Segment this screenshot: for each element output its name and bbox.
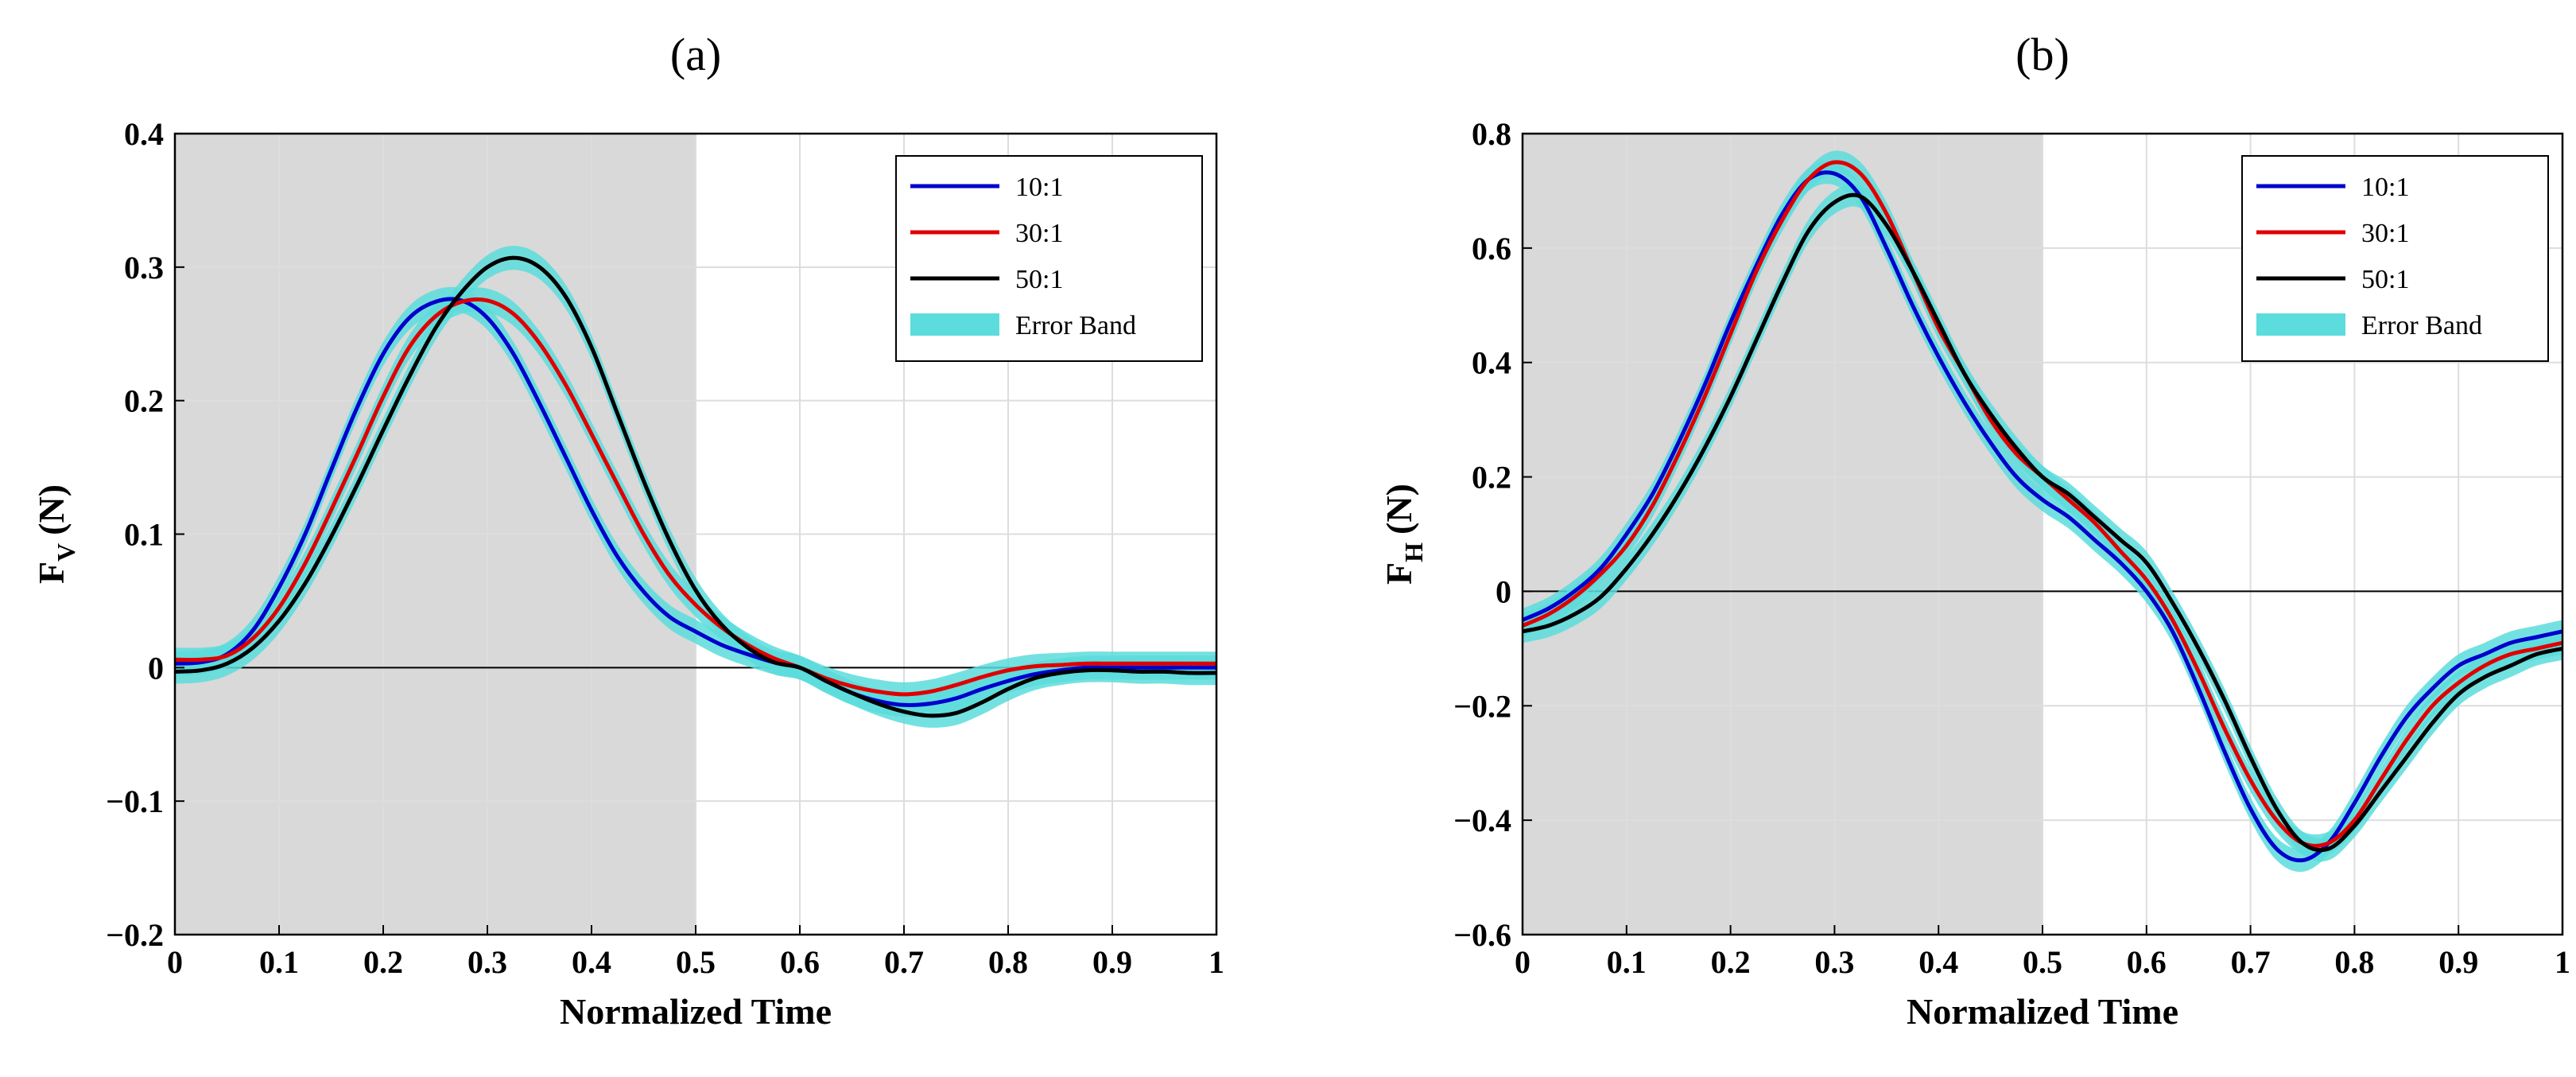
panel-a-legend-label-1: 30:1 (1015, 219, 1063, 248)
panel-a-xtick-label-3: 0.3 (467, 944, 507, 980)
panel-a-ylabel-subscript: V (52, 543, 80, 562)
panel-b-ylabel-main: F (1379, 562, 1419, 585)
panel-b-xtick-label-10: 1 (2555, 944, 2570, 980)
panel-b-ylabel: FH (N) (1379, 484, 1428, 585)
panel-b-shaded-region (1523, 134, 2043, 935)
panel-a-xtick-label-4: 0.4 (572, 944, 611, 980)
panel-a-ytick-label-6: 0.4 (124, 116, 164, 152)
panel-b-xtick-label-9: 0.9 (2438, 944, 2478, 980)
panel-a-xlabel: Normalized Time (560, 991, 832, 1032)
panel-b-ytick-label-6: 0.6 (1472, 231, 1511, 266)
panel-b-xtick-label-4: 0.4 (1918, 944, 1958, 980)
panel-a-ytick-label-4: 0.2 (124, 383, 164, 419)
panel-a-ylabel-main: F (31, 562, 72, 584)
panel-a-xtick-label-6: 0.6 (780, 944, 820, 980)
panel-b-ylabel-subscript: H (1399, 542, 1428, 562)
panel-b-xtick-label-8: 0.8 (2334, 944, 2374, 980)
panel-b-xtick-label-3: 0.3 (1814, 944, 1854, 980)
panel-b-legend-label-1: 30:1 (2361, 219, 2409, 248)
panel-a-xtick-label-8: 0.8 (988, 944, 1028, 980)
panel-a-legend: 10:1 30:1 50:1 Error Band (895, 155, 1203, 362)
panel-a-ytick-label-5: 0.3 (124, 250, 164, 286)
panel-b-series-line-50-1 (1522, 192, 2563, 853)
panel-b-ytick-label-2: −0.2 (1453, 688, 1511, 724)
panel-a-legend-swatch-3 (910, 313, 999, 336)
panel-a-ylabel: FV (N) (31, 484, 80, 584)
panel-b-ytick-label-0: −0.6 (1453, 917, 1511, 953)
panel-a-ytick-label-0: −0.2 (106, 917, 164, 953)
panel-b-ytick-label-7: 0.8 (1472, 116, 1511, 152)
panel-a-chart: 0 0.1 0.2 0.3 0.4 0.5 0.6 0.7 0.8 0.9 1 −0.2 −0.1 0 0.… (31, 29, 1224, 1032)
panel-a-xtick-label-7: 0.7 (884, 944, 924, 980)
panel-b-xtick-label-0: 0 (1515, 944, 1530, 980)
panel-a-ytick-label-1: −0.1 (106, 783, 164, 819)
panel-a-ytick-label-2: 0 (148, 650, 164, 686)
panel-b-legend-swatch-3 (2256, 313, 2345, 336)
panel-a-xtick-label-10: 1 (1208, 944, 1224, 980)
panel-a-ylabel-unit: (N) (31, 484, 72, 535)
panel-b-legend-label-2: 50:1 (2361, 265, 2409, 294)
panel-a-series-line-10-1 (174, 297, 1216, 707)
panel-a-series-line-50-1 (174, 255, 1217, 718)
panel-b-xtick-label-5: 0.5 (2023, 944, 2062, 980)
panel-a-legend-label-2: 50:1 (1015, 265, 1063, 294)
panel-a-series-line-30-1 (174, 297, 1216, 697)
panel-a-xtick-label-1: 0.1 (259, 944, 299, 980)
panel-a-xtick-label-0: 0 (167, 944, 183, 980)
panel-b-title: (b) (2015, 29, 2070, 80)
panel-b-ytick-label-5: 0.4 (1472, 345, 1511, 381)
panel-b-ytick-label-1: −0.4 (1453, 803, 1511, 838)
panel-b-xtick-label-2: 0.2 (1711, 944, 1751, 980)
panel-b-chart: 0 0.1 0.2 0.3 0.4 0.5 0.6 0.7 0.8 0.9 1 −0.6 −0.4 −0.… (1379, 29, 2570, 1032)
panel-b-xtick-label-6: 0.6 (2127, 944, 2167, 980)
panel-b-ylabel-unit: (N) (1379, 484, 1419, 535)
panel-b-ytick-label-3: 0 (1496, 573, 1511, 609)
panel-b-ytick-label-4: 0.2 (1472, 460, 1511, 496)
panel-b-legend-label-0: 10:1 (2361, 173, 2409, 202)
panel-b-xtick-label-7: 0.7 (2231, 944, 2271, 980)
panel-a-xtick-label-9: 0.9 (1092, 944, 1132, 980)
panel-a-ytick-label-3: 0.1 (124, 517, 164, 553)
panel-a-title: (a) (670, 29, 721, 80)
panel-a-error-band-50-1 (175, 246, 1216, 728)
panel-b-legend-label-3: Error Band (2361, 311, 2482, 340)
panel-b-xtick-label-1: 0.1 (1607, 944, 1647, 980)
panel-b-series-line-10-1 (1522, 170, 2563, 863)
panel-a-legend-label-0: 10:1 (1015, 173, 1063, 202)
panel-b-xlabel: Normalized Time (1907, 991, 2178, 1032)
panel-a-legend-label-3: Error Band (1015, 311, 1136, 340)
panel-a-xtick-label-5: 0.5 (676, 944, 716, 980)
panel-a-xtick-label-2: 0.2 (363, 944, 403, 980)
panel-b-legend: 10:1 30:1 50:1 Error Band (2241, 155, 2549, 362)
